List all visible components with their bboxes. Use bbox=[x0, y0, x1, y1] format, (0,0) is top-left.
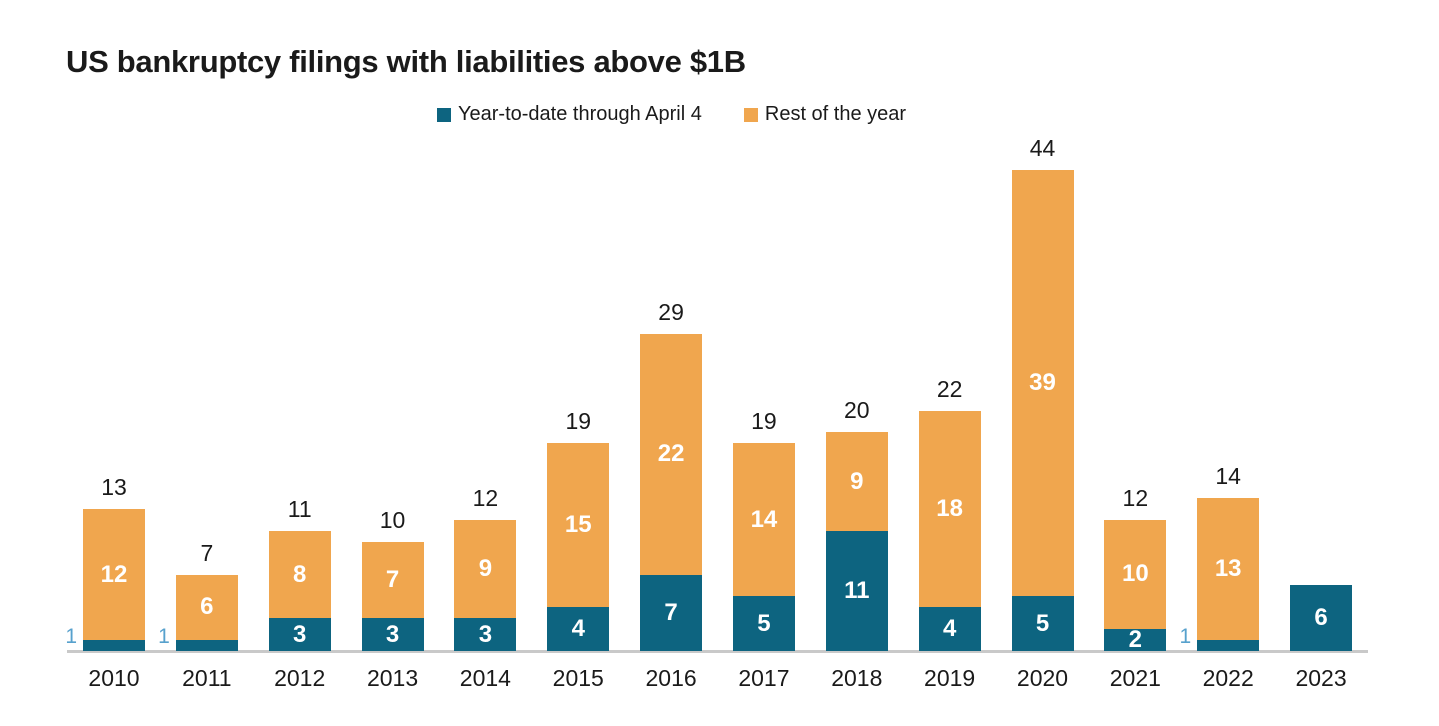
total-label-2017: 19 bbox=[751, 408, 777, 435]
ytd-value-2012: 3 bbox=[293, 620, 307, 648]
rest-segment-2015: 15 bbox=[547, 443, 610, 608]
chart-title: US bankruptcy filings with liabilities a… bbox=[66, 44, 746, 79]
ytd-segment-2018: 11 bbox=[825, 530, 888, 651]
total-label-2016: 29 bbox=[658, 299, 684, 326]
x-label-2010: 2010 bbox=[88, 665, 140, 691]
total-label-2015: 19 bbox=[565, 408, 592, 435]
ytd-segment-2022 bbox=[1197, 640, 1260, 651]
rest-segment-2014: 9 bbox=[454, 519, 517, 619]
total-label-2022: 14 bbox=[1215, 462, 1241, 489]
x-label-2017: 2017 bbox=[738, 665, 790, 691]
rest-value-2013: 7 bbox=[385, 565, 400, 593]
rest-value-2017: 14 bbox=[750, 505, 778, 533]
x-label-2013: 2013 bbox=[366, 665, 419, 691]
ytd-value-2016: 7 bbox=[664, 598, 678, 626]
rest-legend-swatch-icon bbox=[743, 107, 758, 122]
rest-value-2011: 6 bbox=[200, 593, 214, 621]
rest-value-2019: 18 bbox=[936, 494, 963, 522]
x-axis-line bbox=[67, 650, 1368, 653]
ytd-value-2013: 3 bbox=[385, 620, 400, 648]
ytd-segment-2017: 5 bbox=[732, 596, 795, 651]
rest-value-2021: 10 bbox=[1121, 560, 1149, 588]
ytd-value-2023: 6 bbox=[1314, 604, 1328, 632]
ytd-value-2014: 3 bbox=[478, 620, 493, 648]
rest-segment-2019: 18 bbox=[918, 410, 981, 608]
rest-value-2022: 13 bbox=[1214, 555, 1242, 583]
x-label-2021: 2021 bbox=[1109, 665, 1161, 691]
rest-segment-2017: 14 bbox=[732, 443, 795, 597]
rest-segment-2021: 10 bbox=[1104, 519, 1167, 630]
ytd-value-2017: 5 bbox=[757, 609, 771, 637]
ytd-segment-2013: 3 bbox=[361, 618, 424, 651]
x-label-2023: 2023 bbox=[1295, 665, 1347, 691]
rest-value-2018: 9 bbox=[850, 467, 864, 495]
rest-segment-2020: 39 bbox=[1011, 170, 1074, 597]
rest-segment-2011: 6 bbox=[175, 574, 238, 641]
rest-segment-2012: 8 bbox=[268, 530, 331, 619]
x-label-2016: 2016 bbox=[645, 665, 697, 691]
legend: Year-to-date through April 4 Rest of the… bbox=[437, 103, 906, 126]
ytd-value-2018: 11 bbox=[844, 576, 870, 604]
total-label-2018: 20 bbox=[844, 397, 870, 424]
x-label-2011: 2011 bbox=[182, 665, 232, 691]
ytd-value-2019: 4 bbox=[942, 615, 957, 643]
x-label-2022: 2022 bbox=[1202, 665, 1254, 691]
rest-value-2016: 22 bbox=[657, 440, 685, 468]
ytd-legend-label: Year-to-date through April 4 bbox=[458, 103, 702, 125]
total-label-2019: 22 bbox=[936, 375, 963, 402]
rest-legend-label: Rest of the year bbox=[764, 103, 907, 125]
total-label-2020: 44 bbox=[1029, 135, 1056, 162]
x-label-2015: 2015 bbox=[552, 665, 604, 691]
total-label-2010: 13 bbox=[101, 473, 127, 500]
total-label-2011: 7 bbox=[200, 539, 214, 566]
total-label-2013: 10 bbox=[379, 506, 406, 533]
x-label-2012: 2012 bbox=[274, 665, 326, 691]
ytd-segment-2014: 3 bbox=[454, 618, 517, 651]
rest-segment-2016: 22 bbox=[640, 334, 703, 575]
rest-value-2020: 39 bbox=[1029, 369, 1056, 397]
ytd-value-2015: 4 bbox=[571, 615, 585, 643]
ytd-segment-2015: 4 bbox=[547, 607, 610, 651]
ytd-segment-2016: 7 bbox=[640, 574, 703, 651]
ytd-value-outside-2010: 1 bbox=[65, 625, 77, 648]
ytd-segment-2023: 6 bbox=[1290, 585, 1353, 651]
x-label-2018: 2018 bbox=[831, 665, 883, 691]
total-label-2012: 11 bbox=[287, 495, 312, 522]
ytd-segment-2011 bbox=[175, 640, 238, 651]
ytd-segment-2021: 2 bbox=[1104, 626, 1167, 654]
total-label-2021: 12 bbox=[1122, 484, 1149, 511]
rest-segment-2022: 13 bbox=[1197, 498, 1260, 641]
ytd-segment-2020: 5 bbox=[1011, 596, 1074, 651]
rest-value-2014: 9 bbox=[478, 555, 493, 583]
rest-value-2010: 12 bbox=[100, 560, 128, 588]
x-label-2020: 2020 bbox=[1016, 665, 1069, 691]
rest-segment-2018: 9 bbox=[825, 432, 888, 531]
rest-value-2012: 8 bbox=[293, 560, 307, 588]
ytd-value-2021: 2 bbox=[1128, 626, 1143, 654]
ytd-value-outside-2022: 1 bbox=[1179, 625, 1192, 648]
rest-segment-2010: 12 bbox=[83, 508, 145, 641]
ytd-legend-swatch-icon bbox=[437, 107, 451, 122]
ytd-value-outside-2011: 1 bbox=[158, 625, 170, 648]
rest-segment-2013: 7 bbox=[361, 541, 424, 619]
ytd-segment-2010 bbox=[83, 640, 145, 651]
x-label-2019: 2019 bbox=[924, 665, 976, 691]
total-label-2014: 12 bbox=[472, 484, 499, 511]
rest-value-2015: 15 bbox=[564, 511, 592, 539]
legend-item-ytd: Year-to-date through April 4 bbox=[437, 103, 702, 126]
ytd-segment-2019: 4 bbox=[918, 607, 981, 651]
legend-item-rest: Rest of the year bbox=[743, 103, 907, 126]
ytd-value-2020: 5 bbox=[1035, 609, 1050, 637]
x-label-2014: 2014 bbox=[459, 665, 511, 691]
ytd-segment-2012: 3 bbox=[268, 618, 331, 651]
